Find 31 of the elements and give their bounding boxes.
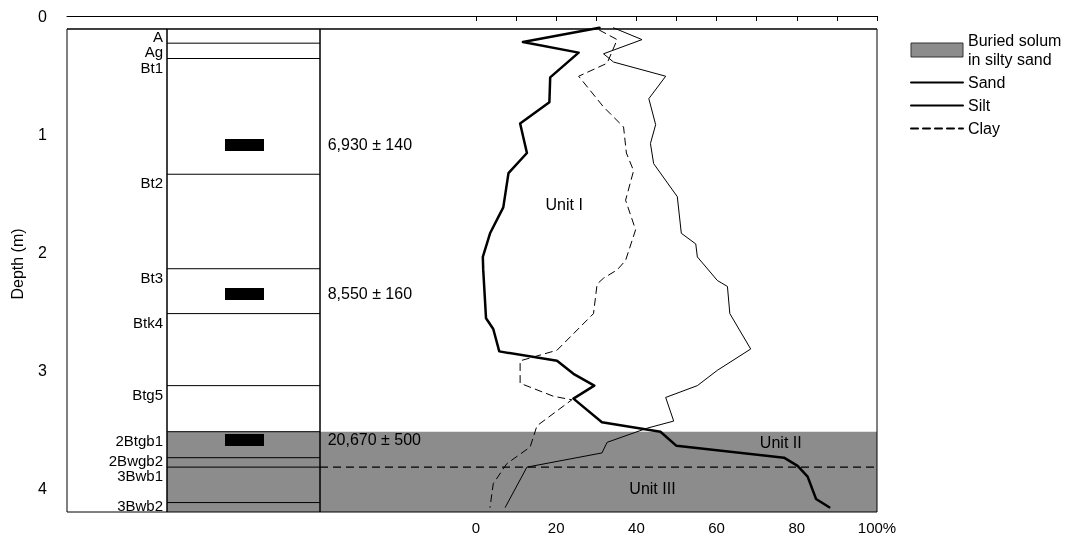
legend-label: Silt	[968, 97, 991, 114]
x-tick-label: 80	[788, 519, 806, 536]
x-tick-label: 40	[628, 519, 645, 536]
x-tick-label: 60	[708, 519, 725, 536]
legend-label: Buried solum in silty sand	[968, 32, 1066, 68]
ref-line-label: Bt3	[140, 268, 163, 286]
legend-label: Sand	[968, 74, 1006, 91]
x-tick-label: 20	[547, 519, 565, 536]
legend-label: Clay	[968, 120, 1001, 137]
ref-line-label: 2Bwgb2	[108, 452, 163, 470]
y-tick-label: 4	[38, 479, 48, 497]
ref-line-label: A	[152, 28, 163, 46]
annotation: Unit II	[759, 433, 802, 451]
y-tick-label: 2	[38, 243, 48, 261]
y-axis-title: Depth (m)	[8, 228, 26, 300]
y-tick-label: 3	[38, 361, 48, 379]
annotation: 6,930 ± 140	[327, 136, 413, 154]
ref-line-label: Btg5	[132, 385, 163, 403]
y-tick-label: 1	[38, 125, 48, 143]
annotation: Unit III	[629, 479, 676, 497]
ref-line-label: 3Bwb2	[117, 497, 163, 514]
ref-line-label: Ag	[144, 43, 163, 61]
x-tick-label: 100%	[857, 519, 897, 536]
x-tick-label: 0	[471, 519, 481, 536]
annotation: Unit I	[545, 196, 583, 214]
y-tick-label: 0	[38, 7, 48, 25]
annotation: 8,550 ± 160	[327, 285, 413, 303]
ref-line-label: Btk4	[132, 313, 163, 331]
ref-line-label: Bt2	[140, 174, 163, 192]
annotation: 20,670 ± 500	[327, 431, 422, 449]
ref-line-label: 2Btgb1	[115, 431, 163, 449]
